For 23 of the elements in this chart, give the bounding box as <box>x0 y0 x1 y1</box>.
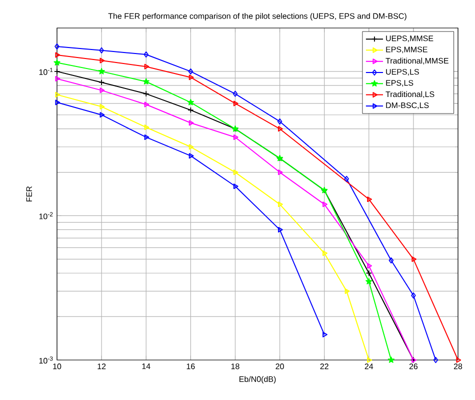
y-tick-label: 10$^{-1}$ <box>39 68 53 75</box>
x-tick-label: 24 <box>364 364 374 370</box>
x-tick-label: 20 <box>276 364 284 370</box>
x-tick-label: 28 <box>454 364 462 370</box>
x-tick-label: 18 <box>231 364 240 370</box>
y-axis-title: FER <box>26 186 32 202</box>
x-tick-label: 26 <box>409 364 418 370</box>
legend-label: UEPS,MMSE <box>386 36 434 42</box>
legend-label: Traditional,MMSE <box>386 58 448 65</box>
chart-title: The FER performance comparison of the pilot selections (UEPS, EPS and DM-BSC) <box>108 13 406 20</box>
x-tick-label: 22 <box>320 364 328 370</box>
x-tick-label: 14 <box>142 364 150 370</box>
legend-label: EPS,LS <box>386 80 414 87</box>
y-tick-label: 10$^{-2}$ <box>39 212 53 220</box>
legend-label: UEPS,LS <box>386 68 419 76</box>
x-axis-title: Eb/N0(dB) <box>239 376 276 384</box>
legend-label: Traditional,LS <box>386 91 434 98</box>
legend-label: EPS,MMSE <box>386 46 428 54</box>
y-tick-label: 10$^{-3}$ <box>39 356 53 364</box>
x-tick-label: 10 <box>53 364 62 370</box>
x-tick-label: 12 <box>98 364 106 370</box>
legend-label: DM-BSC,LS <box>386 102 429 110</box>
x-tick-label: 16 <box>186 364 195 370</box>
